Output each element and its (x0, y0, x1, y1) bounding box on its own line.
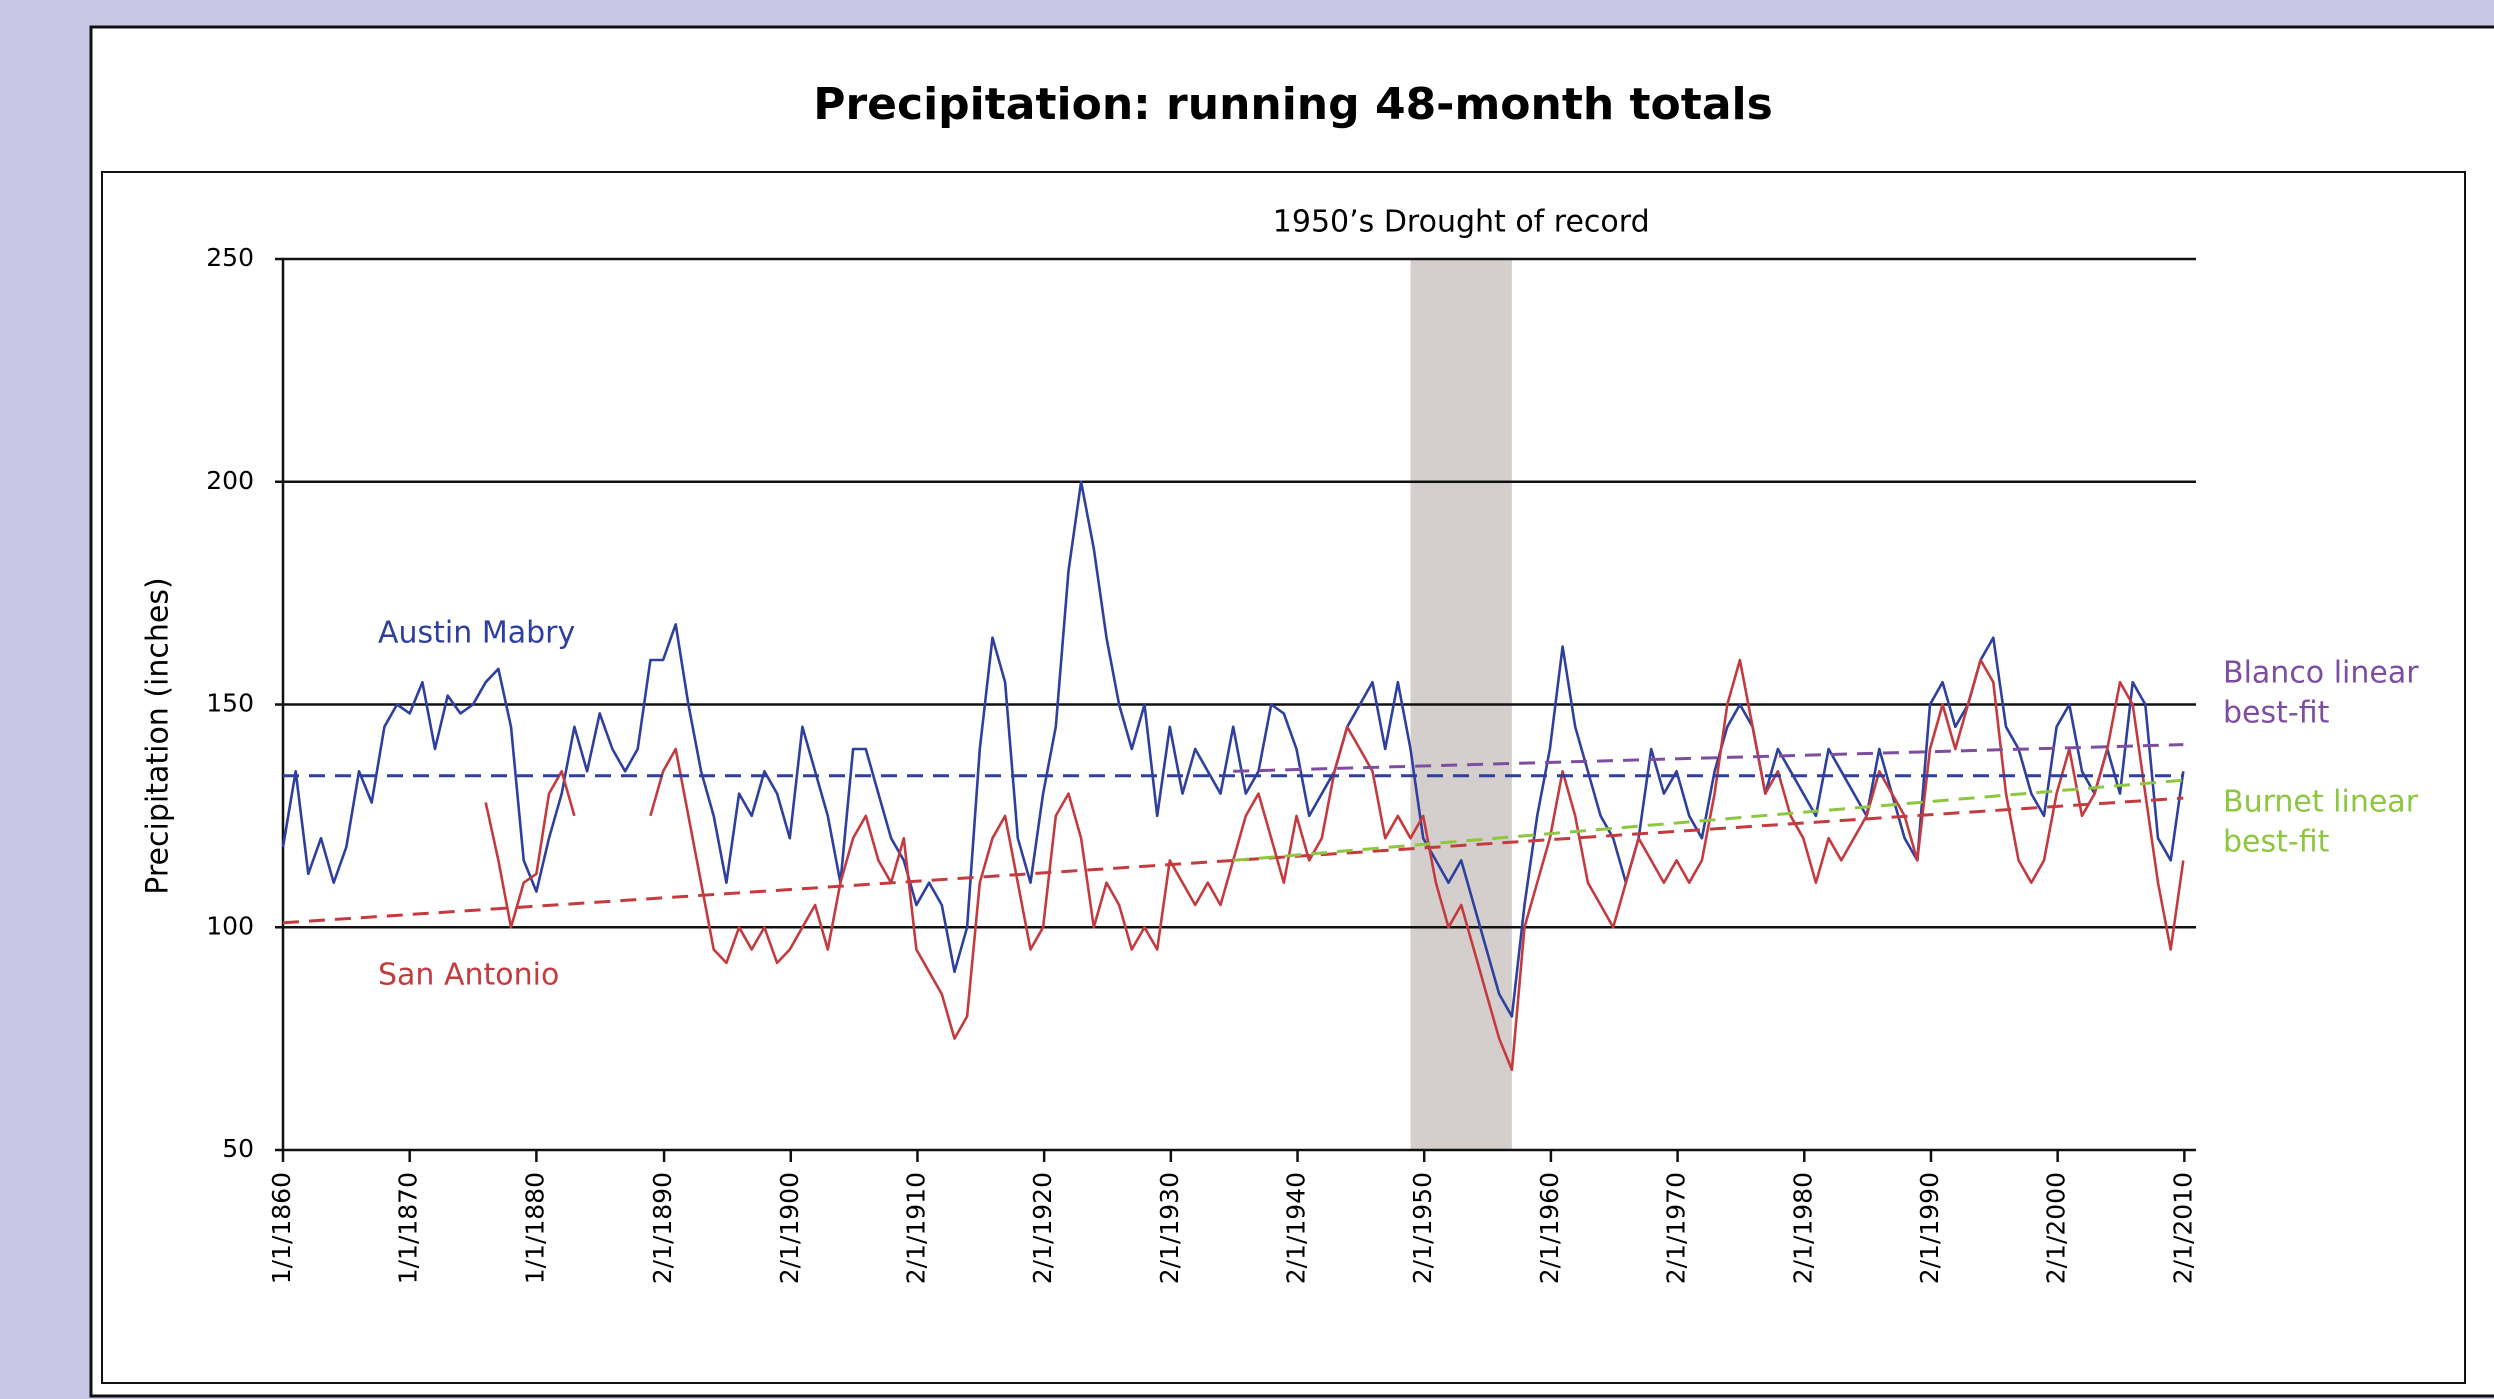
x-tick-label: 2/1/1900 (775, 1172, 804, 1284)
x-tick-label: 2/1/1930 (1155, 1172, 1184, 1284)
series-label: Austin Mabry (378, 616, 575, 651)
x-tick-label: 2/1/1970 (1662, 1172, 1691, 1284)
plot-frame (101, 171, 2466, 1384)
x-tick-label: 2/1/2010 (2168, 1172, 2197, 1284)
series-label: best-fit (2223, 825, 2330, 860)
y-tick-label: 200 (206, 466, 254, 495)
drought-label: 1950’s Drought of record (1273, 205, 1650, 240)
x-tick-label: 2/1/1910 (901, 1172, 930, 1284)
series-line (484, 658, 2185, 1072)
panel (89, 25, 2494, 1398)
x-tick-label: 2/1/1980 (1788, 1172, 1817, 1284)
x-tick-label: 2/1/1960 (1535, 1172, 1564, 1284)
trend-line (1233, 778, 2184, 862)
x-tick-label: 2/1/1890 (648, 1172, 677, 1284)
y-axis-label: Precipitation (inches) (141, 577, 176, 894)
trend-line (1233, 743, 2184, 773)
chart-title: Precipitation: running 48-month totals (813, 79, 1773, 130)
trend-line (282, 796, 2184, 925)
x-tick-label: 1/1/1860 (267, 1172, 296, 1284)
x-tick-label: 1/1/1870 (394, 1172, 423, 1284)
series-label: San Antonio (378, 958, 559, 993)
x-tick-label: 2/1/1950 (1408, 1172, 1437, 1284)
x-tick-label: 2/1/1940 (1282, 1172, 1311, 1284)
series-label: Blanco linear (2223, 656, 2419, 691)
y-tick-label: 250 (206, 243, 254, 272)
series-label: best-fit (2223, 696, 2330, 731)
series-label: Burnet linear (2223, 785, 2419, 820)
x-tick-label: 1/1/1880 (520, 1172, 549, 1284)
y-tick-label: 100 (206, 911, 254, 940)
x-tick-label: 2/1/1990 (1915, 1172, 1944, 1284)
y-tick-label: 150 (206, 689, 254, 718)
x-tick-label: 2/1/2000 (2042, 1172, 2071, 1284)
x-tick-label: 2/1/1920 (1028, 1172, 1057, 1284)
y-tick-label: 50 (222, 1134, 254, 1163)
